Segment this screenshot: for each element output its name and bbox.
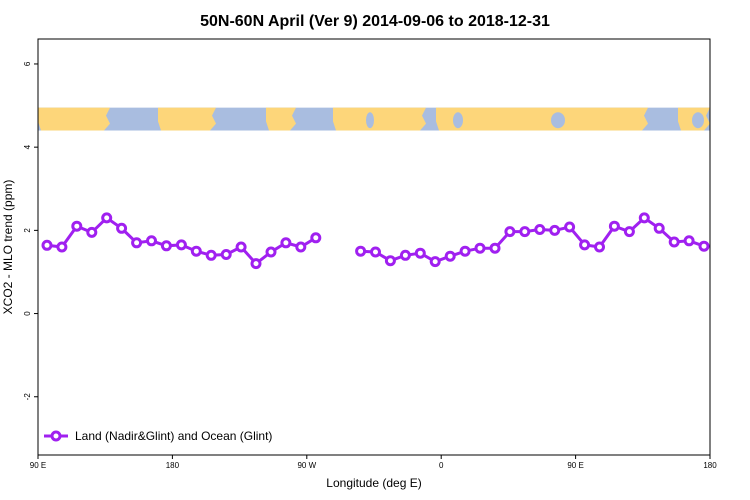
- data-point: [175, 239, 187, 251]
- y-axis-label: XCO2 - MLO trend (ppm): [1, 180, 15, 315]
- data-point: [101, 212, 113, 224]
- series-layer: [41, 212, 710, 270]
- data-point: [86, 226, 98, 238]
- map-land-1: [158, 107, 216, 131]
- data-point: [653, 222, 665, 234]
- y-tick-label: 2: [23, 228, 32, 233]
- data-point: [399, 249, 411, 261]
- map-bay-4: [692, 112, 704, 129]
- y-tick-label: 4: [23, 144, 32, 149]
- data-point: [265, 246, 277, 258]
- data-point: [623, 226, 635, 238]
- series-line-0-1: [360, 215, 705, 264]
- data-point: [489, 242, 501, 254]
- legend-marker-swatch: [50, 430, 62, 442]
- data-point: [384, 255, 396, 267]
- y-axis: -2 0 2 4 6: [23, 61, 38, 400]
- data-point: [594, 241, 605, 253]
- x-tick-label: 90 W: [297, 461, 316, 470]
- data-point: [250, 258, 262, 270]
- data-point: [160, 240, 172, 252]
- map-bay-0: [128, 112, 148, 129]
- data-point: [444, 250, 456, 262]
- map-land-4: [436, 107, 648, 131]
- data-point: [146, 235, 157, 247]
- data-point: [429, 256, 441, 268]
- y-tick-label: 6: [23, 61, 32, 66]
- y-tick-label: 0: [23, 311, 32, 316]
- x-tick-label: 90 E: [567, 461, 583, 470]
- data-point: [56, 241, 68, 253]
- data-point: [295, 241, 307, 253]
- data-point: [310, 232, 322, 244]
- data-point: [414, 247, 426, 259]
- data-point: [698, 240, 710, 252]
- data-point: [41, 239, 53, 251]
- map-bay-3: [551, 112, 565, 129]
- data-point: [534, 224, 546, 235]
- data-point: [459, 245, 471, 257]
- data-point: [474, 242, 486, 254]
- x-axis-label: Longitude (deg E): [326, 476, 421, 490]
- chart-title: 50N-60N April (Ver 9) 2014-09-06 to 2018…: [200, 13, 550, 30]
- map-land-0: [38, 107, 110, 131]
- map-land-3: [333, 107, 426, 131]
- data-point: [131, 237, 143, 249]
- plot-frame: [37, 38, 711, 456]
- map-land-2: [266, 107, 296, 131]
- x-tick-label: 0: [439, 461, 444, 470]
- data-point: [668, 236, 680, 248]
- y-tick-label: -2: [23, 393, 32, 401]
- data-point: [355, 245, 367, 257]
- map-strip: [38, 107, 710, 131]
- data-point: [564, 221, 576, 233]
- legend: Land (Nadir&Glint) and Ocean (Glint): [44, 429, 272, 443]
- data-point: [370, 246, 381, 258]
- data-point: [579, 239, 591, 251]
- x-axis: 90 E 180 90 W 0 90 E 180: [30, 455, 717, 470]
- data-point: [280, 237, 292, 249]
- data-point: [519, 226, 531, 238]
- legend-entry-label: Land (Nadir&Glint) and Ocean (Glint): [75, 429, 272, 443]
- data-point: [220, 249, 232, 260]
- data-point: [190, 245, 202, 257]
- data-point: [235, 241, 247, 253]
- data-point: [205, 249, 217, 261]
- data-point: [638, 212, 650, 224]
- data-point: [116, 222, 128, 234]
- data-point: [71, 220, 83, 232]
- map-bay-1: [366, 112, 374, 129]
- map-bay-2: [453, 112, 463, 129]
- data-point: [683, 235, 695, 247]
- data-point: [504, 226, 516, 238]
- data-point: [608, 220, 620, 232]
- x-tick-label: 90 E: [30, 461, 46, 470]
- x-tick-label: 180: [703, 461, 717, 470]
- x-tick-label: 180: [166, 461, 180, 470]
- data-point: [549, 224, 561, 236]
